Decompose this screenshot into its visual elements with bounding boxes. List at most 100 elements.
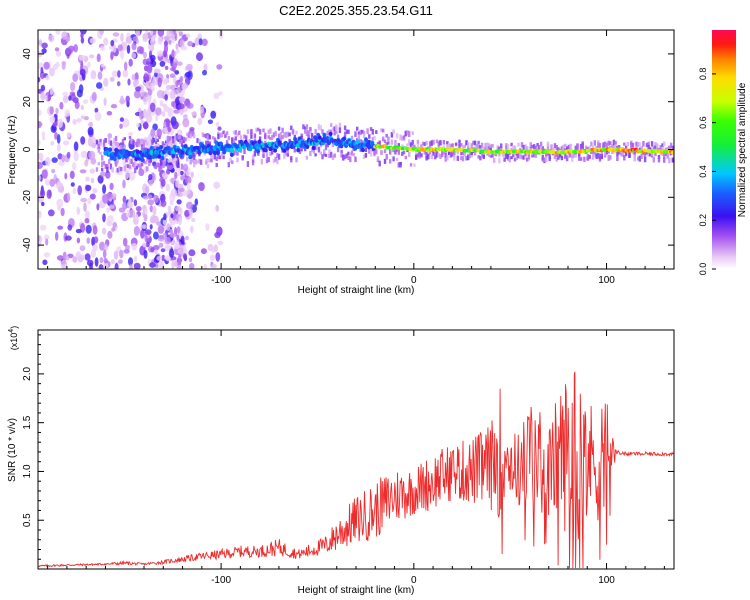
noise-speckle	[92, 187, 98, 194]
ridge-halo	[532, 144, 536, 149]
ridge-halo	[281, 127, 284, 133]
ridge-halo	[564, 153, 567, 159]
noise-speckle	[38, 161, 43, 169]
noise-speckle	[129, 209, 136, 218]
noise-speckle	[69, 170, 75, 179]
ridge-halo	[460, 143, 463, 147]
noise-speckle	[75, 251, 82, 260]
ridge-halo	[286, 150, 289, 154]
ridge-halo	[137, 163, 140, 168]
ridge-halo	[154, 141, 158, 145]
snr-xtick-label: -100	[211, 575, 231, 586]
noise-speckle	[38, 120, 42, 129]
noise-speckle	[49, 87, 54, 96]
ridge-halo	[666, 152, 669, 159]
ridge-halo	[264, 134, 267, 140]
ridge-halo	[189, 133, 192, 139]
snr-line-group	[38, 371, 674, 569]
ridge-halo	[460, 156, 463, 161]
ridge-halo	[116, 158, 119, 164]
ridge-halo	[506, 144, 510, 150]
noise-speckle	[79, 245, 86, 252]
noise-speckle	[61, 61, 66, 70]
noise-speckle	[85, 184, 92, 192]
ridge-halo	[664, 147, 668, 151]
noise-speckle	[97, 174, 104, 184]
noise-speckle	[72, 256, 78, 263]
noise-speckle	[123, 249, 130, 254]
noise-speckle	[80, 37, 85, 44]
ridge-halo	[369, 150, 373, 157]
noise-speckle	[117, 44, 123, 52]
ridge-halo	[180, 141, 184, 148]
ridge-halo	[631, 150, 635, 155]
ridge-core	[293, 137, 298, 142]
ridge-halo	[425, 140, 428, 146]
ridge-halo	[465, 156, 468, 161]
ridge-halo	[591, 150, 595, 154]
noise-speckle	[54, 47, 60, 52]
ridge-halo	[314, 128, 317, 135]
ridge-halo	[643, 154, 647, 158]
ridge-halo	[555, 145, 558, 151]
ridge-halo	[293, 148, 296, 153]
ridge-halo	[304, 126, 307, 130]
ridge-halo	[421, 141, 425, 145]
ridge-halo	[286, 131, 289, 138]
ridge-halo	[356, 126, 359, 131]
noise-speckle	[168, 108, 174, 118]
ridge-core	[256, 149, 261, 154]
ridge-core	[263, 148, 268, 153]
ridge-halo	[539, 141, 543, 147]
ridge-halo	[546, 141, 550, 147]
noise-speckle	[60, 259, 68, 269]
ridge-halo	[522, 155, 525, 159]
ridge-halo	[418, 150, 421, 154]
ridge-halo	[359, 129, 362, 135]
noise-speckle	[184, 209, 190, 217]
ridge-halo	[350, 135, 354, 141]
ridge-halo	[562, 144, 565, 149]
noise-speckle	[173, 109, 180, 114]
ridge-halo	[347, 151, 350, 156]
noise-speckle	[131, 52, 137, 59]
noise-speckle	[135, 206, 142, 212]
noise-speckle	[205, 223, 210, 232]
noise-speckle	[213, 92, 220, 100]
ridge-halo	[461, 151, 465, 156]
noise-speckle	[73, 152, 79, 162]
ridge-halo	[491, 152, 494, 156]
noise-speckle	[215, 204, 220, 212]
noise-speckle	[107, 215, 114, 224]
ridge-halo	[277, 133, 281, 139]
ridge-halo	[210, 158, 213, 163]
ridge-halo	[538, 145, 541, 150]
ridge-halo	[415, 154, 418, 160]
noise-speckle	[171, 49, 175, 59]
noise-speckle	[74, 101, 80, 110]
noise-speckle	[177, 171, 181, 177]
noise-speckle	[39, 189, 46, 198]
noise-speckle	[122, 69, 129, 78]
noise-speckle	[106, 111, 113, 116]
ridge-halo	[387, 140, 390, 145]
noise-speckle	[80, 104, 85, 111]
noise-speckle	[55, 61, 60, 68]
noise-speckle	[38, 235, 43, 244]
ridge-halo	[114, 141, 118, 146]
ridge-halo	[526, 146, 529, 152]
ridge-core	[216, 150, 220, 156]
ridge-halo	[269, 128, 272, 134]
ridge-halo	[132, 140, 135, 145]
ridge-halo	[177, 134, 180, 140]
ridge-halo	[397, 143, 400, 147]
ridge-halo	[458, 144, 461, 149]
noise-speckle	[143, 73, 150, 82]
noise-speckle	[111, 70, 118, 78]
ridge-halo	[529, 142, 532, 148]
ridge-halo	[541, 154, 544, 160]
noise-speckle	[64, 172, 68, 180]
noise-speckle	[175, 167, 182, 172]
ridge-core	[135, 149, 140, 154]
noise-speckle	[72, 187, 77, 195]
